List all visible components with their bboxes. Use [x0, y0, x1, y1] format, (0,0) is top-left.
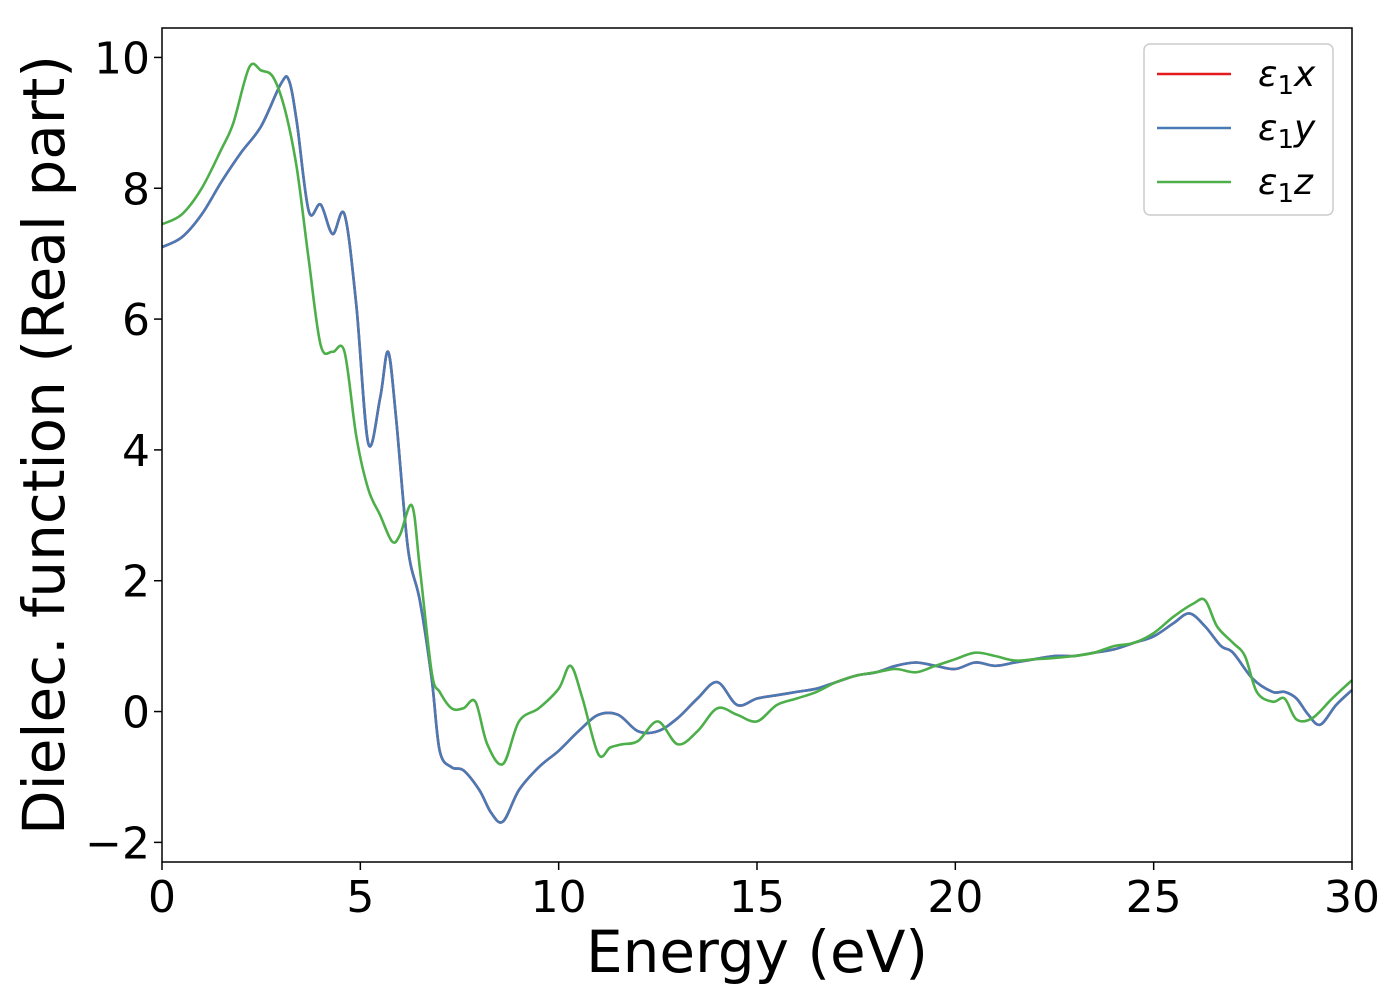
legend-label-z: ε1z: [1258, 162, 1314, 209]
x-axis-label: Energy (eV): [586, 918, 928, 986]
series-lines: [161, 62, 1353, 824]
y-tick-label: 0: [122, 688, 150, 739]
x-tick-label: 25: [1126, 872, 1182, 923]
x-tick-label: 5: [346, 872, 374, 923]
legend-box: [1143, 43, 1334, 216]
y-tick-label: 8: [122, 164, 150, 215]
series-line-y: [161, 75, 1353, 824]
x-axis-ticks: 0 5 10 15 20 25 30: [148, 862, 1380, 923]
y-tick-label: 10: [94, 33, 150, 84]
x-tick-label: 20: [927, 872, 983, 923]
y-axis-ticks: −2 0 2 4 6 8 10: [85, 33, 162, 869]
legend-label-y: ε1y: [1258, 108, 1316, 155]
y-tick-label: 4: [122, 426, 150, 477]
y-axis-label: Dielec. function (Real part): [10, 55, 78, 835]
x-tick-label: 15: [729, 872, 785, 923]
series-line-z: [161, 62, 1353, 766]
y-tick-label: 2: [122, 557, 150, 608]
x-tick-label: 30: [1324, 872, 1380, 923]
legend-label-x: ε1x: [1258, 54, 1316, 101]
legend: ε1x ε1y ε1z: [1143, 43, 1334, 216]
x-tick-label: 0: [148, 872, 176, 923]
x-tick-label: 10: [531, 872, 587, 923]
y-tick-label: −2: [85, 818, 150, 869]
y-tick-label: 6: [122, 295, 150, 346]
